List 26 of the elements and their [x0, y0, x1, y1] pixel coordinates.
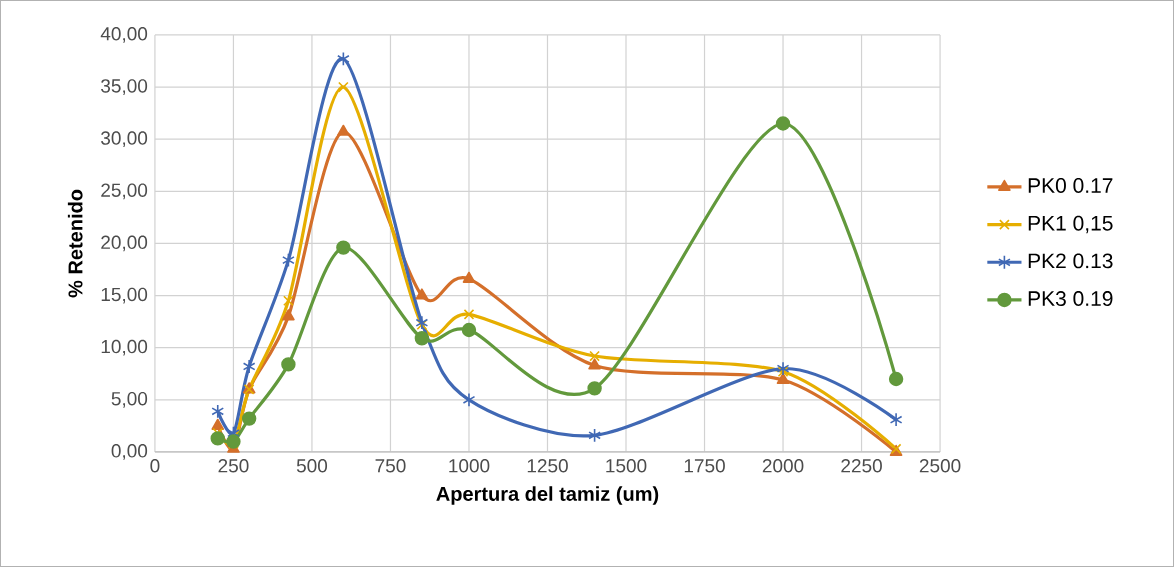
- x-axis-title: Apertura del tamiz (um): [436, 486, 659, 505]
- legend-label: PK0 0.17: [1028, 178, 1113, 194]
- y-tick-label: 40,00: [100, 27, 148, 43]
- x-tick-label: 2000: [762, 459, 804, 473]
- x-tick-label: 0: [150, 459, 160, 473]
- y-tick-label: 20,00: [101, 235, 148, 252]
- x-tick-label: 1250: [527, 459, 568, 473]
- x-tick-label: 500: [296, 459, 328, 473]
- legend-label: PK2 0.13: [1028, 253, 1113, 269]
- y-tick-label: 30,00: [101, 131, 148, 148]
- x-tick-label: 2500: [919, 459, 961, 473]
- x-tick-label: 750: [375, 459, 406, 473]
- y-tick-label: 35,00: [101, 79, 148, 95]
- x-tick-label: 1000: [449, 459, 490, 473]
- x-tick-label: 1750: [684, 459, 725, 473]
- legend-label: PK1 0,15: [1028, 215, 1113, 234]
- legend-label: PK3 0.19: [1028, 291, 1113, 307]
- x-tick-label: 2250: [841, 459, 882, 473]
- y-tick-label: 15,00: [101, 287, 148, 304]
- y-tick-label: 10,00: [101, 339, 148, 356]
- y-tick-label: 0,00: [111, 444, 148, 460]
- x-tick-label: 250: [218, 459, 249, 473]
- x-tick-label: 1500: [606, 459, 647, 473]
- y-axis-title: % Retenido: [67, 189, 83, 298]
- y-tick-label: 5,00: [111, 392, 148, 408]
- y-tick-label: 25,00: [101, 183, 148, 200]
